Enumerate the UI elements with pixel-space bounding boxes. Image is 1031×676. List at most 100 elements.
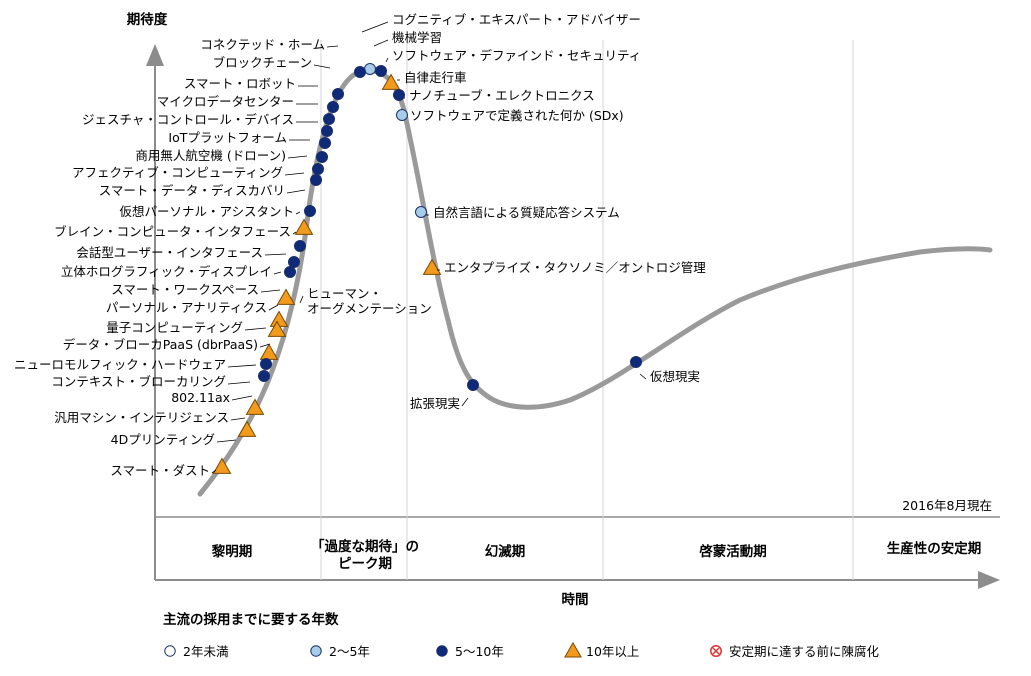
leader-line [287, 155, 308, 159]
legend-item-label: 2年未満 [183, 644, 228, 659]
leader-line [211, 469, 217, 474]
point-label: コネクテッド・ホーム [200, 37, 325, 52]
leader-line [260, 289, 281, 293]
leader-line [273, 271, 282, 275]
point-label: 汎用マシン・インテリジェンス [54, 410, 229, 425]
leader-line [259, 343, 271, 348]
point-label: ソフトウェア・デファインド・セキュリティ [392, 48, 641, 63]
leader-line [639, 373, 647, 380]
marker-triangle [276, 288, 296, 305]
marker-circle [375, 65, 387, 77]
point-label: ナノチューブ・エレクトロニクス [409, 88, 595, 103]
marker-circle [436, 645, 448, 657]
point-label: マイクロデータセンター [157, 94, 294, 109]
marker-circle [319, 137, 331, 149]
marker-circle [321, 125, 333, 137]
phase-label-plateau: 生産性の安定期 [887, 540, 982, 557]
point-label: 会話型ユーザー・インタフェース [76, 245, 263, 260]
phase-label-innovation-trigger: 黎明期 [212, 543, 253, 560]
marker-circle [327, 101, 339, 113]
point-label: ソフトウェアで定義された何か (SDx) [410, 108, 624, 123]
leader-line [361, 21, 389, 33]
markers-layer [212, 63, 642, 474]
leader-line [295, 211, 301, 215]
leader-line [244, 327, 267, 331]
point-label: スマート・ダスト [110, 463, 210, 478]
marker-circle [294, 240, 306, 252]
marker-circle [288, 256, 300, 268]
leader-line [461, 397, 469, 407]
marker-circle [393, 89, 405, 101]
leader-line [373, 39, 389, 47]
y-axis-arrow [146, 44, 164, 66]
point-label: 仮想パーソナル・アシスタント [119, 204, 294, 219]
leader-line [227, 381, 251, 385]
marker-circle [284, 266, 296, 278]
point-label: 量子コンピューティング [106, 320, 243, 335]
leader-line [230, 417, 246, 421]
leader-line [299, 295, 304, 304]
point-label: 仮想現実 [650, 369, 700, 384]
point-label: ヒューマン・ [307, 286, 382, 301]
point-label: 拡張現実 [410, 396, 460, 411]
legend-title: 主流の採用までに要する年数 [163, 611, 339, 628]
legend-item-label: 5～10年 [455, 644, 504, 659]
point-label: コンテキスト・ブローカリング [51, 374, 226, 389]
marker-circle [364, 63, 376, 75]
leader-line [313, 64, 331, 69]
phase-label-peak-line2: ピーク期 [338, 556, 392, 572]
point-label: データ・ブローカPaaS (dbrPaaS) [63, 337, 258, 352]
point-label: スマート・ロボット [184, 76, 296, 91]
point-label: 立体ホログラフィック・ディスプレイ [61, 264, 272, 279]
leader-line [227, 364, 257, 368]
legend-item-label: 2～5年 [329, 644, 370, 659]
phase-label-slope: 啓蒙活動期 [699, 543, 767, 560]
point-label-line2: オーグメンテーション [307, 301, 432, 316]
marker-triangle [259, 343, 279, 360]
marker-circle [316, 151, 328, 163]
marker-triangle [564, 641, 582, 658]
marker-circle [396, 109, 408, 121]
labels-layer: コグニティブ・エキスパート・アドバイザー機械学習ソフトウェア・デファインド・セキ… [14, 12, 706, 478]
point-label: 機械学習 [392, 30, 442, 45]
marker-circle [630, 356, 642, 368]
leader-line [216, 439, 237, 443]
leader-line [326, 45, 339, 48]
marker-circle [310, 645, 322, 657]
point-label: エンタプライズ・タクソノミ／オントロジ管理 [444, 260, 706, 275]
marker-triangle [422, 258, 442, 275]
legend-item-label: 安定期に達する前に陳腐化 [729, 644, 880, 659]
leader-line [264, 253, 287, 256]
marker-triangle [212, 457, 232, 474]
marker-obsolete [710, 645, 722, 657]
point-label: スマート・データ・ディスカバリ [99, 183, 285, 198]
legend-item-label: 10年以上 [586, 644, 639, 659]
marker-circle [260, 358, 272, 370]
x-axis-arrow [978, 571, 1000, 589]
point-label: 4Dプリンティング [111, 432, 215, 447]
marker-circle [312, 163, 324, 175]
marker-triangle [294, 218, 314, 235]
point-label: ブレイン・コンピュータ・インタフェース [54, 224, 291, 239]
point-label: スマート・ワークスペース [111, 282, 259, 297]
leader-line [385, 57, 389, 63]
point-label: 802.11ax [171, 390, 230, 405]
point-label: ブロックチェーン [213, 55, 312, 70]
marker-circle [258, 370, 270, 382]
leader-line [286, 189, 306, 194]
leader-line [284, 172, 305, 176]
marker-circle [164, 645, 176, 657]
hype-curve [197, 68, 993, 497]
marker-circle [310, 174, 322, 186]
as-of-date: 2016年8月現在 [902, 498, 992, 513]
leader-line [231, 395, 253, 401]
phase-label-trough: 幻滅期 [485, 543, 526, 560]
point-label: IoTプラットフォーム [168, 130, 287, 145]
marker-triangle [381, 73, 401, 90]
marker-circle [415, 206, 427, 218]
leader-line [292, 231, 297, 235]
marker-circle [354, 66, 366, 78]
marker-triangle [237, 420, 257, 437]
marker-triangle [245, 398, 265, 415]
marker-circle [332, 88, 344, 100]
